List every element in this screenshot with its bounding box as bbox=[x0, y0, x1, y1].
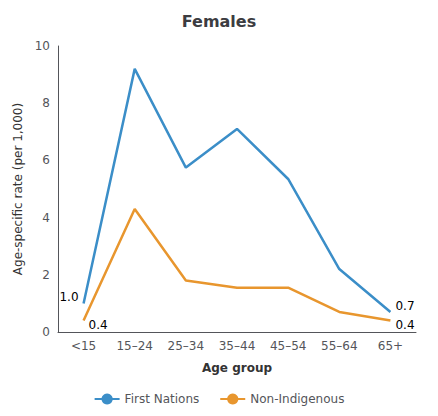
svg-text:First Nations: First Nations bbox=[125, 392, 200, 406]
svg-text:55–64: 55–64 bbox=[321, 339, 358, 353]
svg-text:15–24: 15–24 bbox=[116, 339, 153, 353]
svg-text:45–54: 45–54 bbox=[270, 339, 307, 353]
svg-text:2: 2 bbox=[42, 268, 50, 282]
svg-text:Females: Females bbox=[182, 12, 256, 31]
svg-text:10: 10 bbox=[35, 39, 50, 53]
svg-text:Age-specific rate (per 1,000): Age-specific rate (per 1,000) bbox=[11, 103, 25, 275]
svg-text:0: 0 bbox=[42, 325, 50, 339]
svg-text:1.0: 1.0 bbox=[59, 290, 78, 304]
svg-text:0.4: 0.4 bbox=[89, 318, 108, 332]
svg-text:35–44: 35–44 bbox=[219, 339, 256, 353]
svg-text:6: 6 bbox=[42, 153, 50, 167]
svg-text:4: 4 bbox=[42, 211, 50, 225]
svg-text:0.4: 0.4 bbox=[395, 318, 414, 332]
svg-text:<15: <15 bbox=[71, 339, 96, 353]
svg-text:Non-Indigenous: Non-Indigenous bbox=[250, 392, 344, 406]
svg-text:25–34: 25–34 bbox=[168, 339, 205, 353]
svg-text:0.7: 0.7 bbox=[395, 299, 414, 313]
svg-text:Age group: Age group bbox=[202, 361, 272, 375]
svg-text:65+: 65+ bbox=[378, 339, 403, 353]
svg-text:8: 8 bbox=[42, 96, 50, 110]
